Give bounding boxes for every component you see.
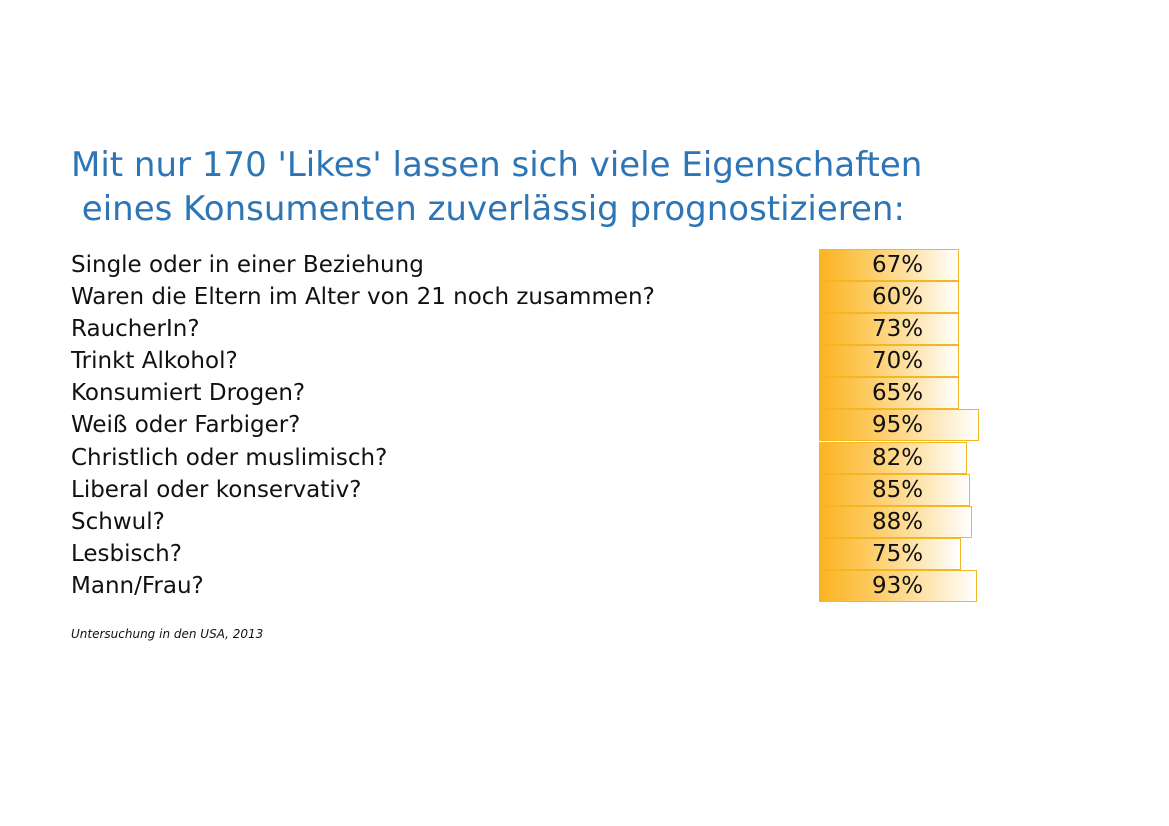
row-label: Konsumiert Drogen? — [71, 380, 306, 407]
table-row: Single oder in einer Beziehung 67% — [71, 249, 991, 281]
value-bar — [819, 249, 959, 281]
value-label: 65% — [872, 380, 924, 407]
value-label: 93% — [872, 572, 924, 599]
value-bar — [819, 505, 972, 538]
value-label: 67% — [872, 252, 924, 278]
row-label: Liberal oder konservativ? — [71, 476, 362, 503]
value-bar — [819, 281, 959, 314]
table-row: RaucherIn? 73% — [71, 313, 991, 346]
row-label: Schwul? — [71, 508, 165, 535]
table-row: Waren die Eltern im Alter von 21 noch zu… — [71, 281, 991, 314]
chart-title: Mit nur 170 'Likes' lassen sich viele Ei… — [71, 145, 923, 229]
value-label: 75% — [872, 540, 924, 567]
value-label: 70% — [872, 348, 924, 375]
value-bar — [819, 473, 970, 506]
value-bar — [819, 377, 959, 410]
table-row: Schwul? 88% — [71, 505, 991, 538]
value-bar — [819, 409, 979, 442]
table-row: Lesbisch? 75% — [71, 537, 991, 570]
value-label: 82% — [872, 444, 924, 471]
value-bar — [819, 345, 959, 378]
row-label: RaucherIn? — [71, 316, 200, 343]
row-label: Weiß oder Farbiger? — [71, 412, 301, 439]
value-label: 88% — [872, 508, 924, 535]
value-bar — [819, 537, 961, 570]
value-label: 95% — [872, 412, 924, 439]
row-label: Waren die Eltern im Alter von 21 noch zu… — [71, 284, 655, 311]
row-label: Christlich oder muslimisch? — [71, 444, 388, 471]
row-label: Trinkt Alkohol? — [71, 348, 238, 375]
value-label: 85% — [872, 476, 924, 503]
value-label: 60% — [872, 284, 924, 311]
row-label: Lesbisch? — [71, 540, 182, 567]
row-label: Mann/Frau? — [71, 572, 204, 599]
table-row: Mann/Frau? 93% — [71, 569, 991, 602]
prediction-table: Single oder in einer Beziehung 67% Waren d… — [71, 249, 991, 602]
table-row: Christlich oder muslimisch? 82% — [71, 441, 991, 474]
table-row: Liberal oder konservativ? 85% — [71, 473, 991, 506]
value-bar — [819, 441, 967, 474]
source-note: Untersuchung in den USA, 2013 — [71, 627, 264, 641]
table-row: Weiß oder Farbiger? 95% — [71, 409, 991, 442]
value-bar — [819, 313, 959, 346]
table-row: Trinkt Alkohol? 70% — [71, 345, 991, 378]
value-label: 73% — [872, 316, 924, 343]
value-bar — [819, 569, 977, 602]
table-row: Konsumiert Drogen? 65% — [71, 377, 991, 410]
row-label: Single oder in einer Beziehung — [71, 252, 424, 278]
